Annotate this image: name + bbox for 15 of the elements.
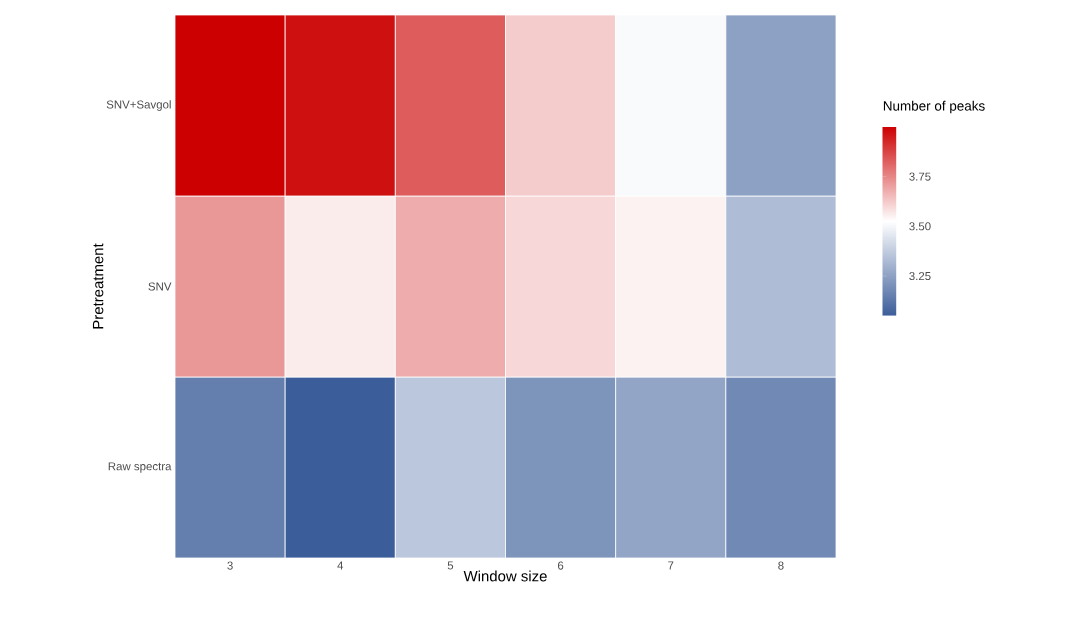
x-tick-label: 8 <box>778 561 784 570</box>
x-tick-label: 7 <box>668 561 674 570</box>
y-tick-label: SNV+Savgol <box>106 100 171 111</box>
x-tick-label: 6 <box>557 561 564 570</box>
color-bar-title: Number of peaks <box>883 100 985 114</box>
x-tick-label: 4 <box>337 561 344 570</box>
y-tick-label: SNV <box>148 282 172 291</box>
color-bar-label: 3.25 <box>909 271 931 281</box>
y-axis-title: Pretreatment <box>92 243 104 329</box>
color-bar-label: 3.50 <box>909 222 931 231</box>
x-tick-label: 3 <box>227 561 233 570</box>
x-tick-label: 5 <box>447 561 454 570</box>
color-bar-label: 3.75 <box>909 172 931 181</box>
y-tick-label: Raw spectra <box>108 462 172 473</box>
x-axis-title: Window size <box>463 570 547 582</box>
